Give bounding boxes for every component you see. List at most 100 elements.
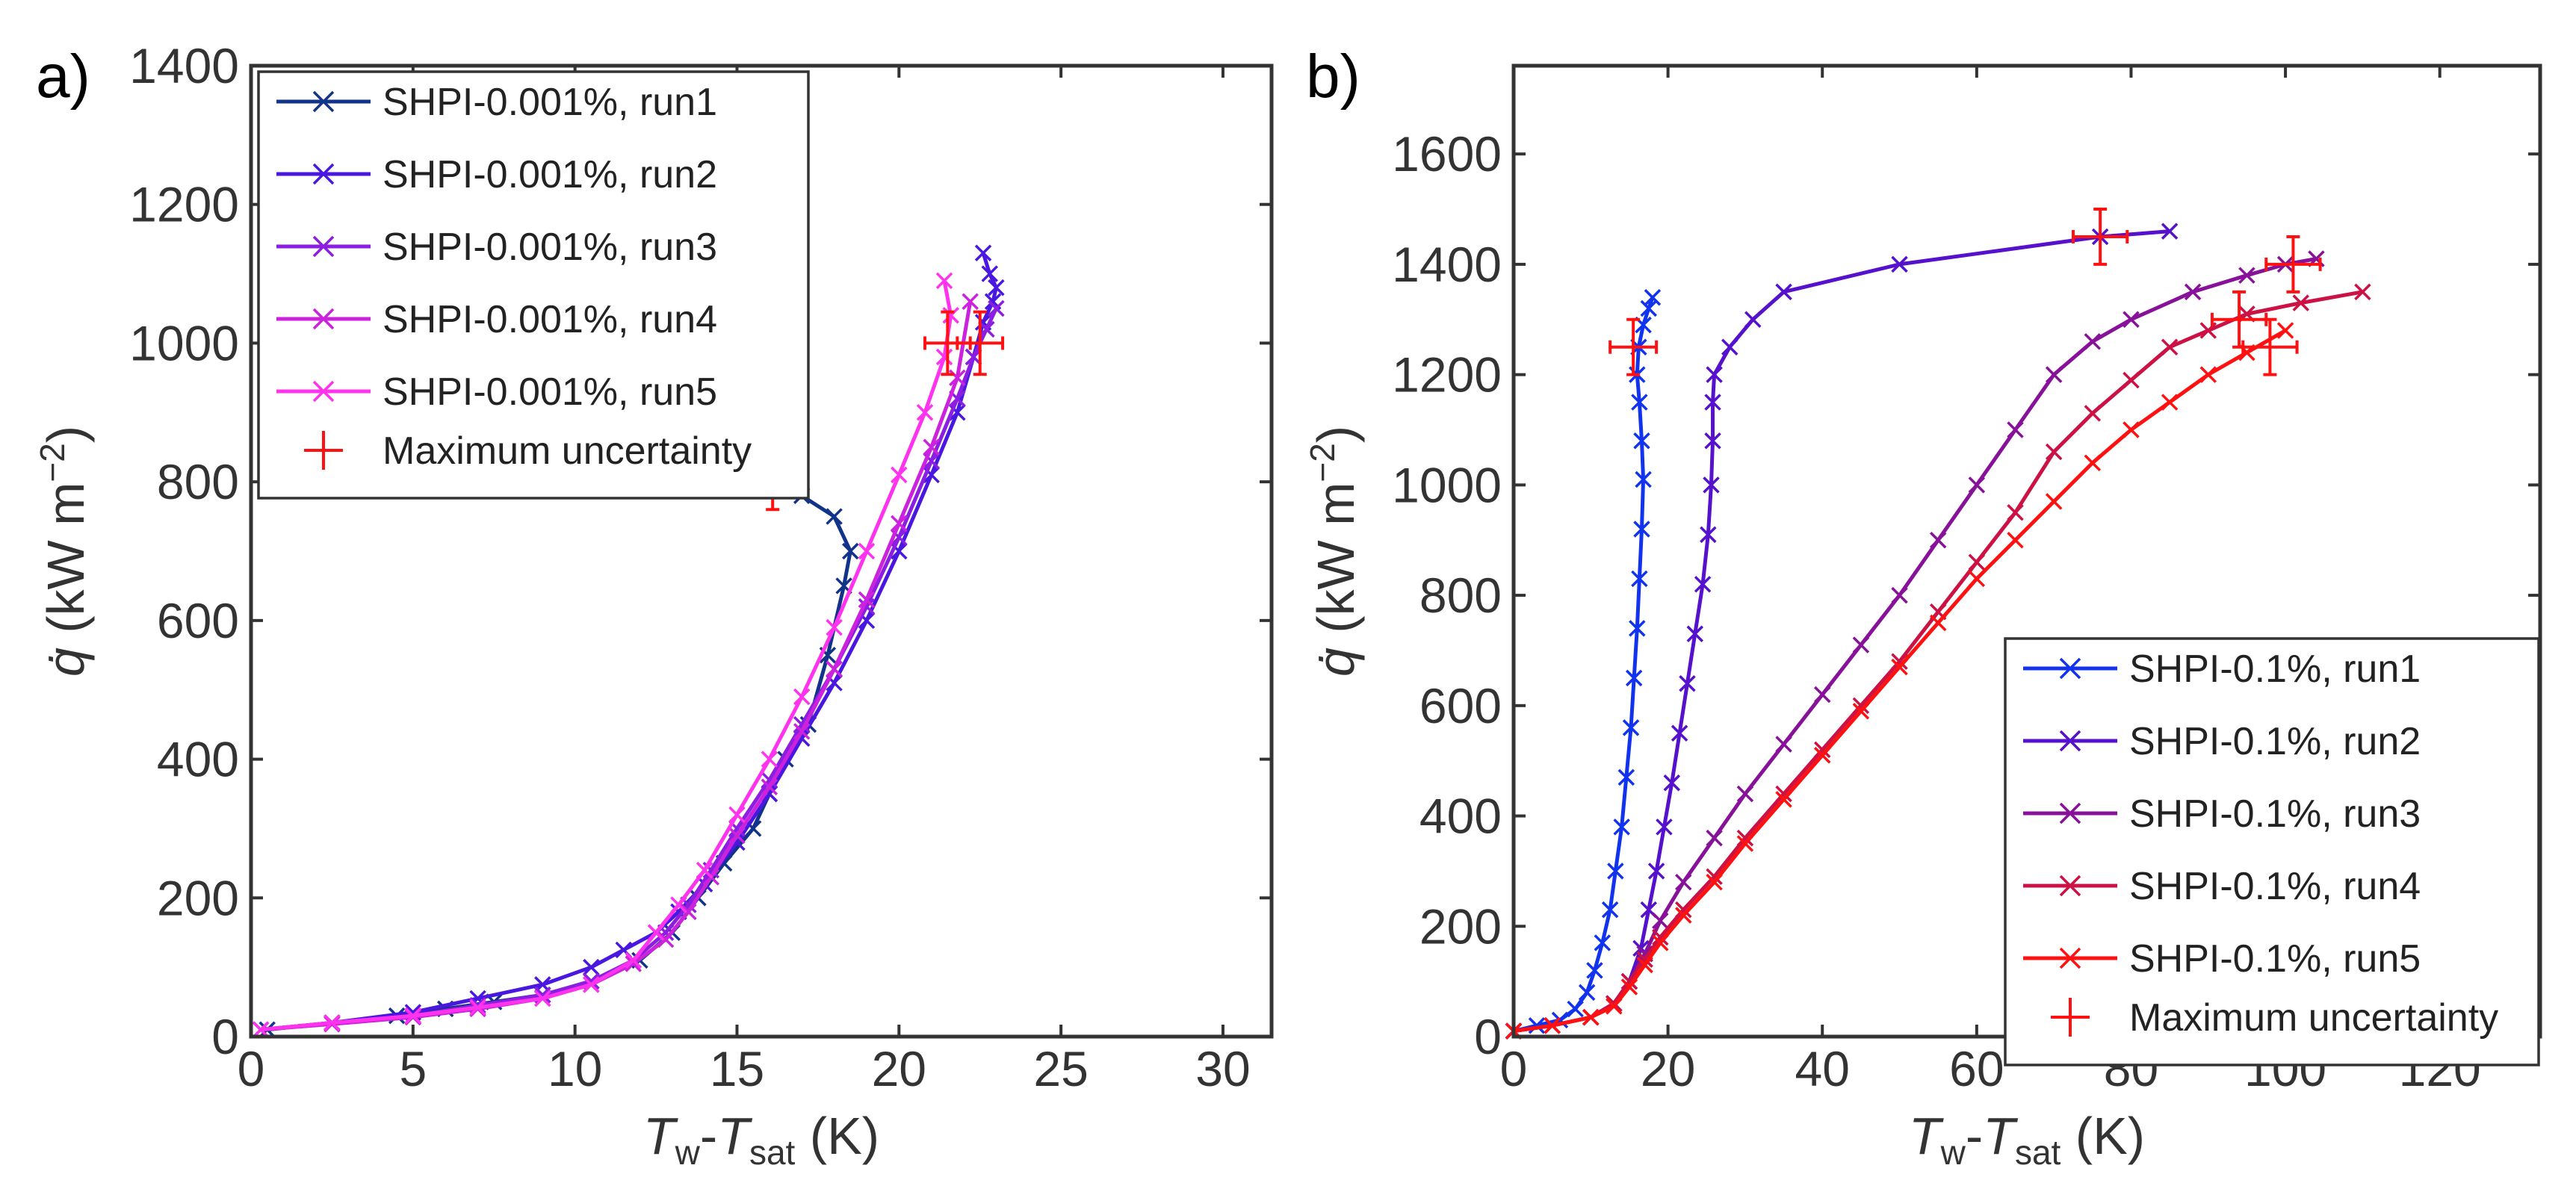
panel-a-legend-item: SHPI-0.001%, run4 — [276, 298, 717, 341]
panel-b-legend: SHPI-0.1%, run1 SHPI-0.1%, run2 SHPI-0.1%,… — [2004, 637, 2540, 1066]
panel-a-data-point — [323, 1014, 341, 1031]
panel-b-data-point — [2007, 504, 2024, 521]
panel-b-data-point — [2084, 333, 2102, 350]
panel-b-x-tick-label: 20 — [1641, 1041, 1695, 1096]
panel-b-data-point — [1968, 553, 1986, 571]
panel-b-data-point — [1813, 686, 1831, 704]
panel-a-legend-marker — [312, 380, 335, 403]
panel-a-data-point — [949, 369, 966, 387]
panel-b-data-point — [1675, 907, 1692, 924]
panel-b-x-tick-label: 0 — [1500, 1041, 1528, 1096]
panel-a-label: a) — [36, 43, 90, 111]
panel-b-data-point — [1617, 768, 1635, 786]
panel-b-data-point — [1644, 288, 1662, 306]
panel-a-data-point — [647, 924, 665, 941]
panel-b-data-point — [1891, 653, 1908, 670]
panel-b-data-point — [2184, 283, 2202, 301]
panel-b-data-point — [1706, 829, 1723, 847]
panel-a-data-point — [842, 542, 859, 560]
panel-b-data-point — [1631, 570, 1648, 588]
panel-b-data-point — [1578, 984, 1596, 1001]
panel-a-data-point — [583, 958, 600, 976]
panel-a-data-point — [793, 723, 811, 740]
panel-a-legend-item: SHPI-0.001%, run2 — [276, 153, 717, 196]
panel-a-x-tick-label: 25 — [1033, 1041, 1088, 1096]
panel-a-series-run5 — [252, 272, 959, 1038]
panel-b-data-point — [2238, 267, 2255, 284]
panel-b-series-line — [1513, 296, 1655, 1034]
panel-a-x-tick-label: 15 — [710, 1041, 764, 1096]
panel-b-data-point — [2354, 283, 2371, 301]
panel-a-x-tick-label: 5 — [399, 1041, 427, 1096]
panel-a-data-point — [916, 404, 934, 421]
panel-b-data-point — [1813, 747, 1831, 764]
panel-b-data-point — [1686, 625, 1704, 643]
panel-b-legend-marker — [2059, 947, 2081, 969]
panel-a-data-point — [404, 1007, 422, 1025]
panel-b-data-point — [1631, 394, 1648, 411]
panel-b-data-point — [1775, 283, 1792, 301]
panel-a-data-point — [935, 272, 953, 290]
panel-a-plot-frame — [249, 63, 1274, 1039]
panel-b-uncertainty-marker — [2210, 290, 2268, 349]
panel-b-legend-marker — [2059, 657, 2081, 680]
panel-b-uncertainty-marker — [2241, 317, 2299, 376]
panel-b-data-point — [1891, 255, 1908, 273]
panel-b-data-point — [1704, 394, 1721, 411]
panel-b-data-point — [2123, 421, 2140, 438]
panel-a-y-tick-label: 1400 — [129, 38, 239, 93]
panel-b-data-point — [1929, 614, 1947, 632]
panel-b-y-axis-title: q̇ (kW m−2) — [1303, 426, 1365, 677]
panel-b-series-run1 — [1505, 288, 1662, 1040]
panel-b-legend-item: SHPI-0.1%, run2 — [2023, 720, 2421, 763]
panel-a-legend-label: SHPI-0.001%, run2 — [383, 153, 717, 196]
panel-b-data-point — [1671, 724, 1688, 742]
panel-a-legend-label: SHPI-0.001%, run1 — [383, 81, 717, 124]
panel-a-data-point — [728, 806, 746, 824]
panel-b-data-point — [2292, 294, 2309, 311]
panel-b-data-point — [1968, 570, 1986, 588]
panel-a-data-point — [923, 438, 940, 456]
panel-b-legend-box — [2004, 637, 2540, 1066]
panel-b-data-point — [1601, 901, 1619, 919]
panel-a-y-tick-label: 1000 — [129, 315, 239, 370]
panel-a-data-point — [891, 466, 908, 484]
panel-a-data-point — [761, 778, 778, 795]
panel-a-data-point — [625, 951, 642, 969]
panel-a-data-point — [981, 265, 998, 282]
panel-a-data-point — [891, 515, 908, 532]
panel-a-data-point — [974, 244, 992, 261]
panel-a-data-point — [625, 955, 642, 972]
panel-a-data-point — [858, 591, 876, 609]
panel-a-legend-label: SHPI-0.001%, run4 — [383, 298, 717, 341]
panel-b-data-point — [1544, 1016, 1561, 1034]
panel-a-y-tick-label: 800 — [157, 454, 239, 509]
panel-b-data-point — [1622, 719, 1640, 736]
panel-b-data-point — [1891, 586, 1908, 604]
panel-b-legend-marker — [2059, 802, 2081, 824]
panel-b-y-tick-label: 1000 — [1392, 457, 1502, 512]
panel-b-y-tick-label: 400 — [1419, 789, 1502, 844]
panel-a-data-point — [962, 293, 979, 310]
panel-b-data-point — [2045, 443, 2063, 461]
panel-b-data-point — [1679, 675, 1696, 692]
panel-b-data-point — [2045, 493, 2063, 510]
panel-a-data-point — [534, 990, 551, 1007]
panel-b-data-point — [1706, 366, 1723, 383]
panel-b-data-point — [1721, 338, 1739, 355]
panel-b-data-point — [1852, 702, 1870, 720]
panel-b-data-point — [1625, 669, 1643, 687]
panel-b-data-point — [1775, 736, 1792, 753]
panel-b-y-tick-label: 1600 — [1392, 126, 1502, 181]
panel-a-uncertainty-marker — [956, 310, 1005, 376]
panel-b-legend-label: SHPI-0.1%, run4 — [2129, 865, 2421, 908]
panel-b-data-point — [2007, 421, 2024, 438]
panel-b-data-point — [1640, 299, 1658, 317]
panel-b-data-point — [1891, 658, 1908, 676]
panel-b-legend-marker — [2059, 875, 2081, 897]
panel-b-label: b) — [1306, 43, 1360, 111]
panel-b-data-point — [1736, 835, 1754, 852]
panel-b-data-point — [1594, 934, 1611, 951]
panel-b-data-point — [1775, 785, 1792, 803]
